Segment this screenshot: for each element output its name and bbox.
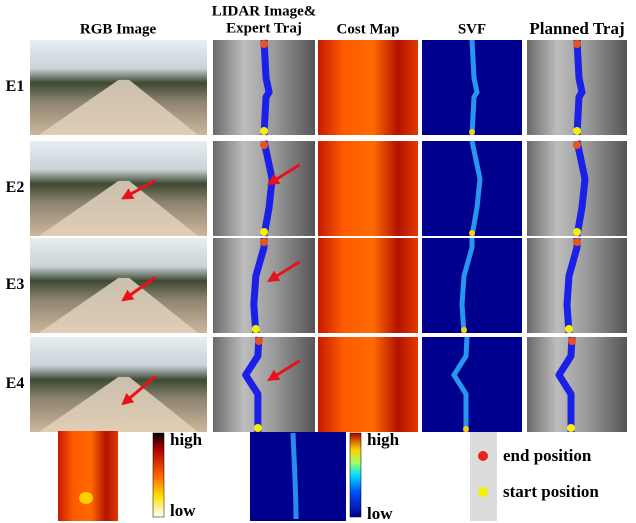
colorbar — [153, 433, 164, 517]
start-marker — [260, 228, 268, 236]
start-marker — [567, 424, 575, 432]
end-marker — [573, 141, 581, 149]
column-header: Expert Traj — [226, 20, 302, 36]
colorbar-label: low — [367, 504, 393, 523]
cost-map — [318, 40, 418, 135]
column-header: RGB Image — [80, 21, 157, 37]
row-label: E1 — [6, 78, 25, 95]
colorbar-label: low — [170, 501, 196, 520]
legend-label: start position — [503, 482, 599, 501]
end-marker — [573, 40, 581, 48]
svf-path — [293, 433, 296, 519]
start-marker — [254, 424, 262, 432]
end-marker — [260, 141, 268, 149]
svf-map — [422, 337, 522, 432]
start-marker — [260, 127, 268, 135]
end-marker — [260, 238, 268, 246]
start-glow — [461, 327, 467, 333]
start-marker — [565, 325, 573, 333]
start-glow — [463, 426, 469, 432]
start-marker — [573, 228, 581, 236]
cost-map — [318, 337, 418, 432]
colorbar-label: high — [367, 430, 400, 449]
end-marker — [573, 238, 581, 246]
start-marker — [252, 325, 260, 333]
row-label: E2 — [6, 179, 25, 196]
planned-traj-image — [527, 337, 627, 432]
lidar-image — [213, 337, 315, 432]
hot-spot — [79, 492, 93, 504]
column-header: Planned Traj — [529, 19, 624, 38]
legend-box — [470, 432, 497, 521]
colorbar — [350, 433, 361, 517]
row-label: E3 — [6, 276, 25, 293]
cost-map-sample — [58, 431, 118, 521]
start-glow — [469, 129, 475, 135]
end-marker — [478, 451, 488, 461]
colorbar-label: high — [170, 430, 203, 449]
cost-map — [318, 141, 418, 236]
figure: RGB Image LIDAR Image& Expert Traj Cost … — [0, 0, 636, 523]
start-marker — [573, 127, 581, 135]
column-header: Cost Map — [337, 21, 400, 37]
image-grid: E1 E2 E3 E4 — [6, 40, 627, 432]
end-marker — [260, 40, 268, 48]
end-marker — [568, 337, 576, 345]
column-header: LIDAR Image& — [212, 3, 317, 19]
start-glow — [469, 230, 475, 236]
cost-map — [318, 238, 418, 333]
end-marker — [255, 337, 263, 345]
start-marker — [478, 487, 488, 497]
row-label: E4 — [6, 375, 25, 392]
column-header: SVF — [458, 21, 486, 37]
trajectory — [577, 40, 582, 135]
legend-label: end position — [503, 446, 592, 465]
